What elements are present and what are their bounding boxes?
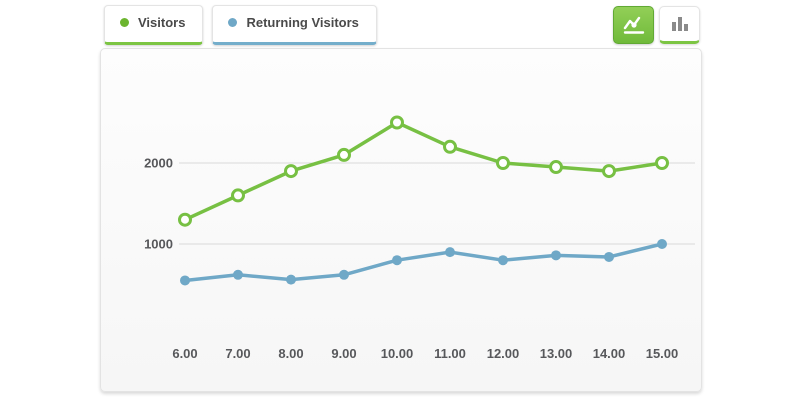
data-point-visitors-13.00[interactable] [549, 160, 563, 175]
x-tick-label-13.00: 13.00 [540, 346, 573, 361]
data-point-returning-visitors-9.00[interactable] [339, 269, 349, 280]
data-point-visitors-14.00[interactable] [602, 164, 616, 179]
x-tick-label-6.00: 6.00 [172, 346, 197, 361]
x-tick-label-12.00: 12.00 [487, 346, 520, 361]
data-point-returning-visitors-11.00[interactable] [445, 247, 455, 258]
data-point-visitors-7.00[interactable] [231, 188, 245, 203]
y-tick-label-2000: 2000 [144, 156, 173, 171]
line-chart-canvas: 1000 2000 6.00 7.00 8.00 9.00 10.00 11.00 12.00 1… [144, 115, 695, 361]
x-tick-label-14.00: 14.00 [593, 346, 626, 361]
chart-type-toggle [613, 6, 700, 44]
legend-tab-returning-visitors[interactable]: Returning Visitors [212, 5, 377, 45]
legend-tab-visitors-label: Visitors [138, 15, 186, 30]
data-point-visitors-6.00[interactable] [178, 212, 192, 227]
bar-chart-icon [671, 17, 688, 31]
x-tick-label-9.00: 9.00 [331, 346, 356, 361]
line-chart-view-button[interactable] [613, 6, 654, 44]
data-point-visitors-10.00[interactable] [390, 115, 404, 130]
x-tick-label-10.00: 10.00 [381, 346, 414, 361]
x-tick-label-7.00: 7.00 [225, 346, 250, 361]
data-point-returning-visitors-12.00[interactable] [498, 255, 508, 266]
line-chart-icon [623, 16, 644, 34]
data-point-returning-visitors-13.00[interactable] [551, 250, 561, 261]
data-point-visitors-11.00[interactable] [443, 139, 457, 154]
chart-card: 1000 2000 6.00 7.00 8.00 9.00 10.00 11.00 12.00 1… [100, 48, 702, 392]
bar-chart-view-button[interactable] [659, 6, 700, 44]
data-point-returning-visitors-14.00[interactable] [604, 251, 614, 262]
y-tick-label-1000: 1000 [144, 237, 173, 252]
series-line-returning-visitors [184, 242, 663, 283]
legend-tabs: Visitors Returning Visitors [104, 5, 377, 45]
series-line-visitors [184, 120, 663, 222]
legend-tab-visitors[interactable]: Visitors [104, 5, 204, 45]
data-point-visitors-8.00[interactable] [284, 164, 298, 179]
data-point-visitors-9.00[interactable] [337, 147, 351, 162]
data-point-visitors-15.00[interactable] [655, 156, 669, 170]
x-tick-label-15.00: 15.00 [646, 346, 679, 361]
x-tick-label-8.00: 8.00 [278, 346, 303, 361]
legend-tab-returning-visitors-label: Returning Visitors [246, 15, 359, 30]
visitors-dot-icon [120, 18, 129, 27]
data-point-returning-visitors-8.00[interactable] [286, 274, 296, 285]
data-point-returning-visitors-10.00[interactable] [392, 255, 402, 266]
x-tick-label-11.00: 11.00 [434, 346, 466, 361]
data-point-visitors-12.00[interactable] [496, 156, 510, 170]
data-point-returning-visitors-15.00[interactable] [657, 239, 667, 249]
data-point-returning-visitors-6.00[interactable] [180, 275, 190, 286]
data-point-returning-visitors-7.00[interactable] [233, 269, 243, 280]
returning-visitors-dot-icon [228, 18, 238, 27]
